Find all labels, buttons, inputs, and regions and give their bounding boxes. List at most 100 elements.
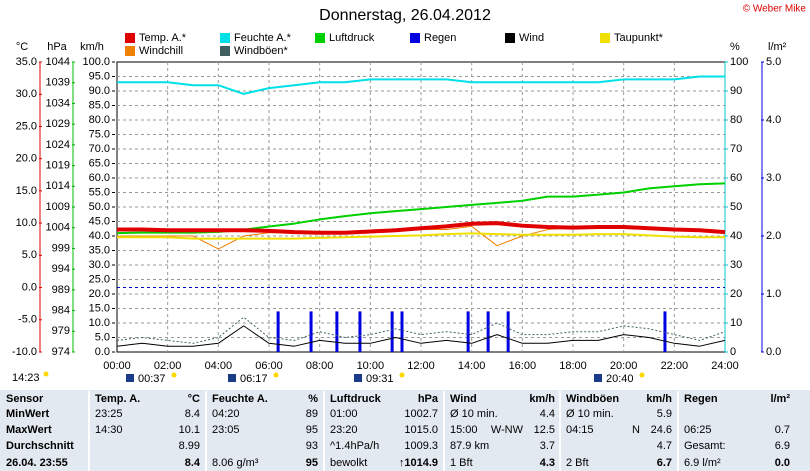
y-tick-label: 95.0 [89, 70, 110, 82]
table-cell: 89 [306, 408, 318, 420]
x-tick-label: 18:00 [559, 360, 587, 372]
table-cell: % [308, 393, 318, 405]
y-tick-label: 1044 [46, 56, 70, 68]
table-background [0, 390, 810, 471]
y-tick-label: 80.0 [89, 114, 110, 126]
table-cell: 26.04. 23:55 [6, 457, 68, 469]
y-tick-label: 10.0 [16, 217, 37, 229]
table-cell: 23:25 [95, 408, 123, 420]
y-tick-label: 994 [52, 263, 70, 275]
y-tick-label: 100.0 [82, 56, 110, 68]
y-tick-label: 55.0 [89, 186, 110, 198]
legend-swatch [125, 33, 135, 43]
x-tick-label: 08:00 [306, 360, 334, 372]
sun-dot [399, 372, 405, 378]
table-cell: °C [188, 393, 200, 405]
x-tick-label: 24:00 [711, 360, 739, 372]
y-tick-label: 65.0 [89, 157, 110, 169]
table-cell: 5.9 [657, 408, 672, 420]
table-cell: MaxWert [6, 424, 52, 436]
y-tick-label: 4.0 [766, 114, 781, 126]
table-cell: Gesamt: [684, 440, 726, 452]
table-cell: 8.99 [179, 440, 200, 452]
legend-label: Feuchte A.* [234, 32, 292, 44]
y-tick-label: 70 [730, 143, 742, 155]
table-cell: Ø 10 min. [566, 408, 614, 420]
axis-title: l/m² [768, 41, 787, 53]
y-tick-label: 974 [52, 346, 70, 358]
y-tick-label: 1029 [46, 118, 70, 130]
y-tick-label: 10 [730, 317, 742, 329]
table-cell: 1002.7 [404, 408, 438, 420]
table-cell: Regen [684, 393, 718, 405]
y-tick-label: 3.0 [766, 172, 781, 184]
sun-dot [273, 372, 279, 378]
sun-dot [171, 372, 177, 378]
axis-title: % [730, 41, 740, 53]
y-tick-label: 85.0 [89, 99, 110, 111]
y-tick-label: 0.0 [95, 346, 110, 358]
table-cell: 15:00 [450, 424, 478, 436]
table-cell: 93 [306, 440, 318, 452]
table-cell: 06:25 [684, 424, 712, 436]
rain-bar [390, 311, 394, 352]
axis-title: hPa [47, 41, 67, 53]
table-cell: MinWert [6, 408, 50, 420]
y-tick-label: 0.0 [766, 346, 781, 358]
table-cell: l/m² [770, 393, 790, 405]
axis-title: °C [16, 41, 28, 53]
rain-bar [506, 311, 510, 352]
x-tick-label: 02:00 [154, 360, 182, 372]
x-tick-label: 12:00 [407, 360, 435, 372]
table-cell: Wind [450, 393, 477, 405]
annotation: 09:31 [366, 373, 394, 385]
table-cell: 6.7 [657, 457, 672, 469]
y-tick-label: 30 [730, 259, 742, 271]
y-tick-label: 50.0 [89, 201, 110, 213]
table-cell: Temp. A. [95, 393, 140, 405]
table-cell: 2 Bft [566, 457, 589, 469]
y-tick-label: 0 [730, 346, 736, 358]
table-cell: 4.4 [540, 408, 555, 420]
table-cell: 8.4 [185, 457, 201, 469]
y-tick-label: 1034 [46, 97, 70, 109]
table-cell: 24.6 [651, 424, 672, 436]
sun-icon [228, 374, 236, 382]
y-tick-label: 35.0 [16, 56, 37, 68]
y-tick-label: 984 [52, 304, 70, 316]
rain-bar [335, 311, 339, 352]
rain-bar [309, 311, 313, 352]
y-tick-label: 1039 [46, 77, 70, 89]
table-cell: 04:20 [212, 408, 240, 420]
y-tick-label: 1024 [46, 139, 70, 151]
table-cell: Windböen [566, 393, 619, 405]
table-cell: 4.7 [657, 440, 672, 452]
y-tick-label: 25.0 [16, 120, 37, 132]
legend-swatch [315, 33, 325, 43]
y-tick-label: 100 [730, 56, 748, 68]
series-line [117, 232, 725, 240]
table-cell: 12.5 [534, 424, 555, 436]
table-cell: W-NW [491, 424, 524, 436]
y-tick-label: -10.0 [12, 346, 37, 358]
annotation: 00:37 [138, 373, 166, 385]
table-cell: 01:00 [330, 408, 358, 420]
y-tick-label: 70.0 [89, 143, 110, 155]
table-cell: 10.1 [179, 424, 200, 436]
rain-bar [486, 311, 490, 352]
y-tick-label: 25.0 [89, 273, 110, 285]
sun-dot [43, 371, 49, 377]
y-tick-label: 989 [52, 284, 70, 296]
table-cell: 8.06 g/m³ [212, 457, 259, 469]
table-cell: Feuchte A. [212, 393, 268, 405]
series-line [116, 316, 726, 344]
chart-title: Donnerstag, 26.04.2012 [319, 7, 491, 24]
y-tick-label: 75.0 [89, 128, 110, 140]
table-cell: 04:15 [566, 424, 594, 436]
legend-label: Luftdruck [329, 32, 375, 44]
rain-bar [663, 311, 667, 352]
table-cell: 1015.0 [404, 424, 438, 436]
table-cell: ^1.4hPa/h [330, 440, 379, 452]
